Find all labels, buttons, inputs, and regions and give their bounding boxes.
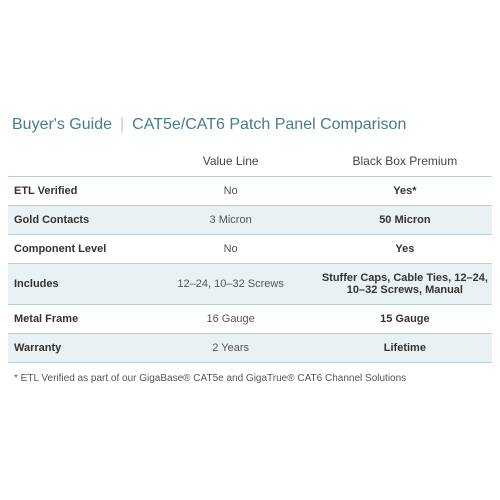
row-label: Warranty (8, 334, 144, 363)
page-title: Buyer's Guide | CAT5e/CAT6 Patch Panel C… (8, 116, 492, 134)
title-separator: | (120, 116, 124, 134)
cell-premium: 15 Gauge (318, 305, 492, 334)
title-main: Buyer's Guide (12, 116, 112, 134)
row-label: ETL Verified (8, 177, 144, 206)
table-row: Warranty 2 Years Lifetime (8, 334, 492, 363)
header-blank (8, 148, 144, 177)
cell-premium: Yes* (318, 177, 492, 206)
table-row: Component Level No Yes (8, 235, 492, 264)
header-value-line: Value Line (144, 148, 318, 177)
table-header-row: Value Line Black Box Premium (8, 148, 492, 177)
cell-value: No (144, 177, 318, 206)
cell-premium: Stuffer Caps, Cable Ties, 12–24, 10–32 S… (318, 264, 492, 305)
title-sub: CAT5e/CAT6 Patch Panel Comparison (132, 116, 406, 134)
comparison-table: Value Line Black Box Premium ETL Verifie… (8, 148, 492, 363)
row-label: Metal Frame (8, 305, 144, 334)
comparison-table-container: Buyer's Guide | CAT5e/CAT6 Patch Panel C… (0, 116, 500, 384)
cell-value: No (144, 235, 318, 264)
cell-premium: Lifetime (318, 334, 492, 363)
row-label: Gold Contacts (8, 206, 144, 235)
cell-value: 16 Gauge (144, 305, 318, 334)
cell-value: 3 Micron (144, 206, 318, 235)
cell-value: 12–24, 10–32 Screws (144, 264, 318, 305)
cell-value: 2 Years (144, 334, 318, 363)
footnote: * ETL Verified as part of our GigaBase® … (8, 373, 492, 384)
table-row: ETL Verified No Yes* (8, 177, 492, 206)
table-row: Metal Frame 16 Gauge 15 Gauge (8, 305, 492, 334)
table-row: Includes 12–24, 10–32 Screws Stuffer Cap… (8, 264, 492, 305)
table-row: Gold Contacts 3 Micron 50 Micron (8, 206, 492, 235)
cell-premium: Yes (318, 235, 492, 264)
row-label: Includes (8, 264, 144, 305)
header-premium: Black Box Premium (318, 148, 492, 177)
row-label: Component Level (8, 235, 144, 264)
cell-premium: 50 Micron (318, 206, 492, 235)
